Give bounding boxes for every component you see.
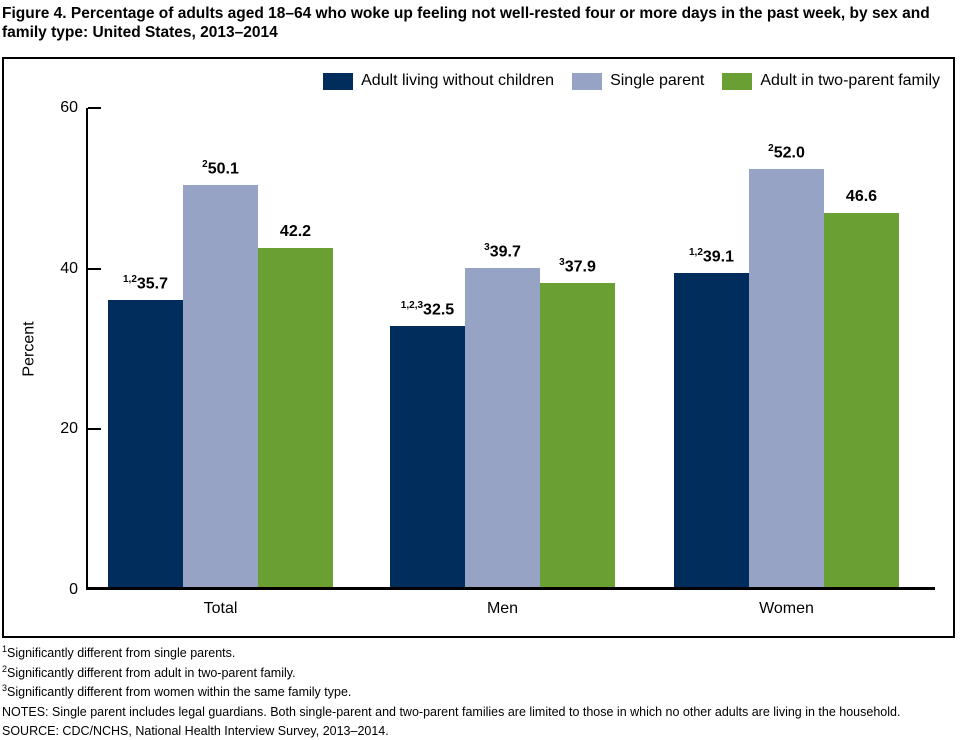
- bar-value-label: 1,239.1: [688, 246, 735, 265]
- bar-women-series-1: [674, 273, 749, 587]
- footnote-text: SOURCE: CDC/NCHS, National Health Interv…: [2, 724, 389, 739]
- footnote-text: Significantly different from single pare…: [7, 646, 236, 661]
- bar-total-series-2: [183, 185, 258, 587]
- y-tick: [88, 428, 101, 431]
- x-axis-label-men: Men: [486, 600, 519, 617]
- value-superscript: 3: [484, 241, 490, 253]
- legend-swatch-blue-gray: [572, 72, 603, 90]
- bar-total-series-3: [258, 248, 333, 587]
- bar-value-label: 42.2: [279, 223, 312, 240]
- legend-item-two-parent-family: Adult in two-parent family: [722, 72, 940, 90]
- footnote-text: Significantly different from women withi…: [7, 685, 352, 700]
- footnote-source: SOURCE: CDC/NCHS, National Health Interv…: [2, 720, 958, 740]
- footnote-superscript: 1: [2, 644, 8, 654]
- legend-label: Single parent: [610, 72, 705, 89]
- legend-swatch-navy: [323, 72, 354, 90]
- bar-value-label: 1,2,332.5: [400, 299, 455, 318]
- footnote-superscript: 2: [2, 663, 8, 674]
- footnote-notes: NOTES: Single parent includes legal guar…: [2, 701, 958, 721]
- y-tick-label: 40: [60, 259, 78, 277]
- y-tick: [88, 267, 101, 270]
- bar-women-series-2: [749, 169, 824, 587]
- plot-region: 0 20 40 60 1,235.7 250.1 42.2 Total 1,2,332.5 339…: [60, 99, 935, 617]
- value-superscript: 3: [559, 256, 565, 268]
- y-tick-label: 20: [60, 420, 78, 438]
- x-axis-label-women: Women: [759, 600, 814, 617]
- legend-label: Adult living without children: [361, 72, 555, 89]
- bar-women-series-3: [824, 213, 899, 587]
- legend-label: Adult in two-parent family: [760, 72, 940, 89]
- bar-value-label: 337.9: [559, 256, 596, 275]
- legend-item-adult-without-children: Adult living without children: [323, 72, 554, 90]
- value-superscript: 1,2: [122, 273, 137, 285]
- y-axis-title-container: Percent: [18, 108, 42, 590]
- bar-value-label: 339.7: [484, 241, 521, 260]
- value-superscript: 1,2,3: [400, 299, 424, 311]
- y-axis-title: Percent: [21, 321, 39, 377]
- footnote-2: 2Significantly different from adult in t…: [2, 662, 958, 682]
- chart-area: Adult living without children Single par…: [2, 57, 955, 638]
- y-tick: [88, 107, 101, 109]
- bar-value-label: 1,235.7: [122, 273, 169, 292]
- bar-total-series-1: [108, 300, 183, 587]
- bar-value-label: 46.6: [845, 188, 878, 205]
- footnote-superscript: 3: [2, 683, 8, 694]
- value-superscript: 2: [768, 142, 774, 154]
- footnote-3: 3Significantly different from women with…: [2, 681, 958, 701]
- footnotes: 1Significantly different from single par…: [2, 642, 958, 740]
- legend-swatch-green: [722, 72, 753, 90]
- bar-men-series-3: [540, 283, 615, 587]
- figure-title: Figure 4. Percentage of adults aged 18–6…: [2, 5, 930, 41]
- footnote-text: Significantly different from adult in tw…: [7, 665, 296, 680]
- footnote-1: 1Significantly different from single par…: [2, 642, 958, 662]
- footnote-text: NOTES: Single parent includes legal guar…: [2, 704, 901, 719]
- value-superscript: 1,2: [688, 246, 703, 258]
- y-tick-label: 60: [60, 99, 78, 116]
- legend: Adult living without children Single par…: [323, 72, 940, 90]
- x-axis-label-total: Total: [203, 600, 238, 617]
- bar-men-series-2: [465, 268, 540, 587]
- bar-value-label: 250.1: [202, 158, 239, 177]
- value-superscript: 2: [202, 158, 208, 170]
- bar-value-label: 252.0: [768, 142, 805, 161]
- legend-item-single-parent: Single parent: [572, 72, 704, 90]
- bar-men-series-1: [390, 326, 465, 587]
- y-tick-label: 0: [69, 581, 78, 598]
